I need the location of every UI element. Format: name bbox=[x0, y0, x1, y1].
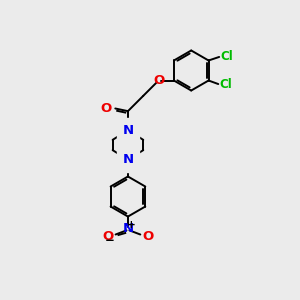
Text: O: O bbox=[143, 230, 154, 243]
Text: O: O bbox=[102, 230, 113, 243]
Text: N: N bbox=[122, 153, 134, 166]
Text: −: − bbox=[105, 235, 115, 248]
Text: N: N bbox=[122, 222, 134, 236]
Text: +: + bbox=[127, 220, 136, 230]
Text: Cl: Cl bbox=[219, 77, 232, 91]
Text: O: O bbox=[101, 102, 112, 115]
Text: N: N bbox=[122, 124, 134, 137]
Text: Cl: Cl bbox=[220, 50, 233, 64]
Text: O: O bbox=[153, 74, 164, 87]
